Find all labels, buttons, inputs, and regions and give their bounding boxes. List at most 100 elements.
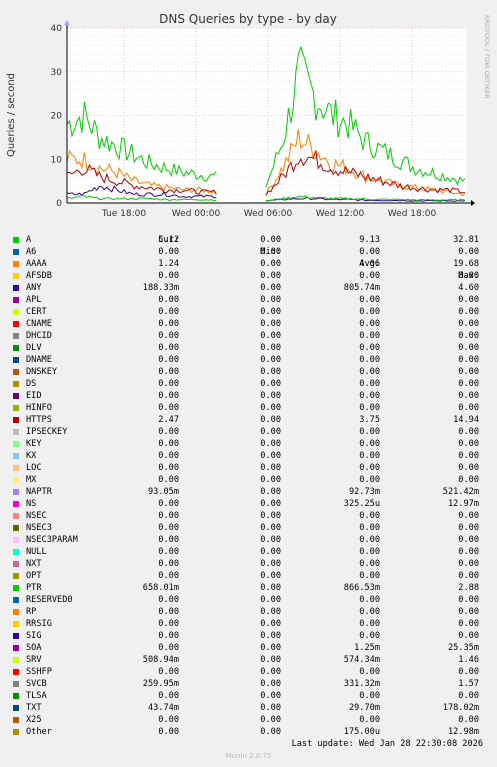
legend-item: ANY 188.33m 0.00 805.74m 4.60 — [0, 282, 497, 294]
legend-swatch — [13, 669, 19, 675]
legend-item: SIG 0.00 0.00 0.00 0.00 — [0, 630, 497, 642]
legend-swatch — [13, 597, 19, 603]
legend-name: OPT — [26, 571, 42, 581]
legend-swatch — [13, 249, 19, 255]
legend-swatch — [13, 381, 19, 387]
legend-max: 0.00 — [458, 715, 479, 725]
legend-item: NAPTR 93.05m 0.00 92.73m 521.42m — [0, 486, 497, 498]
legend-swatch — [13, 405, 19, 411]
legend-avg: 1.25m — [354, 643, 380, 653]
legend-min: 0.00 — [260, 379, 281, 389]
legend-cur: 5.12 — [158, 235, 179, 245]
legend-cur: 0.00 — [158, 307, 179, 317]
legend-swatch — [13, 477, 19, 483]
legend-max: 1.46 — [458, 655, 479, 665]
x-axis-arrow — [471, 200, 475, 206]
legend-avg: 0.00 — [359, 523, 380, 533]
series-line-a — [66, 101, 217, 182]
legend-avg: 0.00 — [359, 463, 380, 473]
legend-max: 12.98m — [447, 727, 479, 737]
legend-max: 2.88 — [458, 583, 479, 593]
legend-name: A — [26, 235, 32, 245]
legend-cur: 0.00 — [158, 331, 179, 341]
legend-min: 0.00 — [260, 583, 281, 593]
legend-cur: 0.00 — [158, 535, 179, 545]
legend-swatch — [13, 441, 19, 447]
y-axis-arrow — [64, 20, 70, 25]
legend-min: 0.00 — [260, 655, 281, 665]
legend-max: 14.94 — [453, 415, 479, 425]
legend-item: DLV 0.00 0.00 0.00 0.00 — [0, 342, 497, 354]
legend-avg: 0.00 — [359, 295, 380, 305]
legend-item: IPSECKEY 0.00 0.00 0.00 0.00 — [0, 426, 497, 438]
x-tick-label: Wed 06:00 — [244, 209, 293, 219]
legend-item: LOC 0.00 0.00 0.00 0.00 — [0, 462, 497, 474]
legend-swatch — [13, 309, 19, 315]
legend-item: KEY 0.00 0.00 0.00 0.00 — [0, 438, 497, 450]
legend-item: CERT 0.00 0.00 0.00 0.00 — [0, 306, 497, 318]
legend-cur: 0.00 — [158, 559, 179, 569]
legend-swatch — [13, 705, 19, 711]
legend-min: 0.00 — [260, 727, 281, 737]
legend-avg: 0.00 — [359, 667, 380, 677]
legend-name: A6 — [26, 247, 37, 257]
legend-avg: 0.00 — [359, 391, 380, 401]
legend-item: RP 0.00 0.00 0.00 0.00 — [0, 606, 497, 618]
legend-min: 0.00 — [260, 403, 281, 413]
legend-min: 0.00 — [260, 631, 281, 641]
legend-swatch — [13, 369, 19, 375]
legend-name: SRV — [26, 655, 42, 665]
y-tick-label: 0 — [56, 199, 62, 209]
legend-min: 0.00 — [260, 451, 281, 461]
legend-min: 0.00 — [260, 487, 281, 497]
legend-cur: 1.24 — [158, 259, 179, 269]
legend-item: EID 0.00 0.00 0.00 0.00 — [0, 390, 497, 402]
legend-name: SOA — [26, 643, 42, 653]
legend-max: 0.00 — [458, 331, 479, 341]
legend-avg: 0.00 — [359, 691, 380, 701]
legend-avg: 0.00 — [359, 271, 380, 281]
legend-name: SSHFP — [26, 667, 52, 677]
legend-name: IPSECKEY — [26, 427, 68, 437]
legend-header: Cur: Min: Avg: Max: — [0, 222, 497, 281]
legend-cur: 259.95m — [142, 679, 179, 689]
legend-min: 0.00 — [260, 367, 281, 377]
series-line-ptr — [265, 195, 466, 202]
legend-name: APL — [26, 295, 42, 305]
legend-item: MX 0.00 0.00 0.00 0.00 — [0, 474, 497, 486]
legend-name: DS — [26, 379, 37, 389]
legend-swatch — [13, 561, 19, 567]
legend-swatch — [13, 345, 19, 351]
legend-header-max: Max: — [458, 271, 479, 281]
legend-cur: 0.00 — [158, 499, 179, 509]
x-tick-label: Wed 12:00 — [316, 209, 365, 219]
legend-item: NXT 0.00 0.00 0.00 0.00 — [0, 558, 497, 570]
chart-title: DNS Queries by type - by day — [159, 12, 337, 26]
legend-name: TLSA — [26, 691, 47, 701]
legend-min: 0.00 — [260, 319, 281, 329]
legend-max: 0.00 — [458, 463, 479, 473]
chart: 0 10 20 30 40 Tue 18:00 Wed 00:00 Wed 06:00 Wed … — [6, 12, 491, 219]
legend-max: 0.00 — [458, 367, 479, 377]
legend-min: 0.00 — [260, 415, 281, 425]
legend-avg: 0.00 — [359, 307, 380, 317]
legend-swatch — [13, 525, 19, 531]
last-update: Last update: Wed Jan 28 22:30:08 2026 — [291, 739, 483, 749]
legend-max: 0.00 — [458, 439, 479, 449]
legend-header-min: Min: — [260, 247, 281, 257]
legend-name: EID — [26, 391, 42, 401]
legend-swatch — [13, 609, 19, 615]
series-line-https — [265, 150, 466, 196]
legend-min: 0.00 — [260, 295, 281, 305]
legend-swatch — [13, 465, 19, 471]
legend-min: 0.00 — [260, 439, 281, 449]
legend-min: 0.00 — [260, 607, 281, 617]
legend-min: 0.00 — [260, 523, 281, 533]
legend-name: LOC — [26, 463, 42, 473]
legend-max: 19.68 — [453, 259, 479, 269]
legend-swatch — [13, 633, 19, 639]
legend-header-cur: Cur: — [158, 235, 179, 245]
legend-max: 0.00 — [458, 379, 479, 389]
y-tick-label: 20 — [51, 112, 63, 122]
legend-cur: 0.00 — [158, 403, 179, 413]
